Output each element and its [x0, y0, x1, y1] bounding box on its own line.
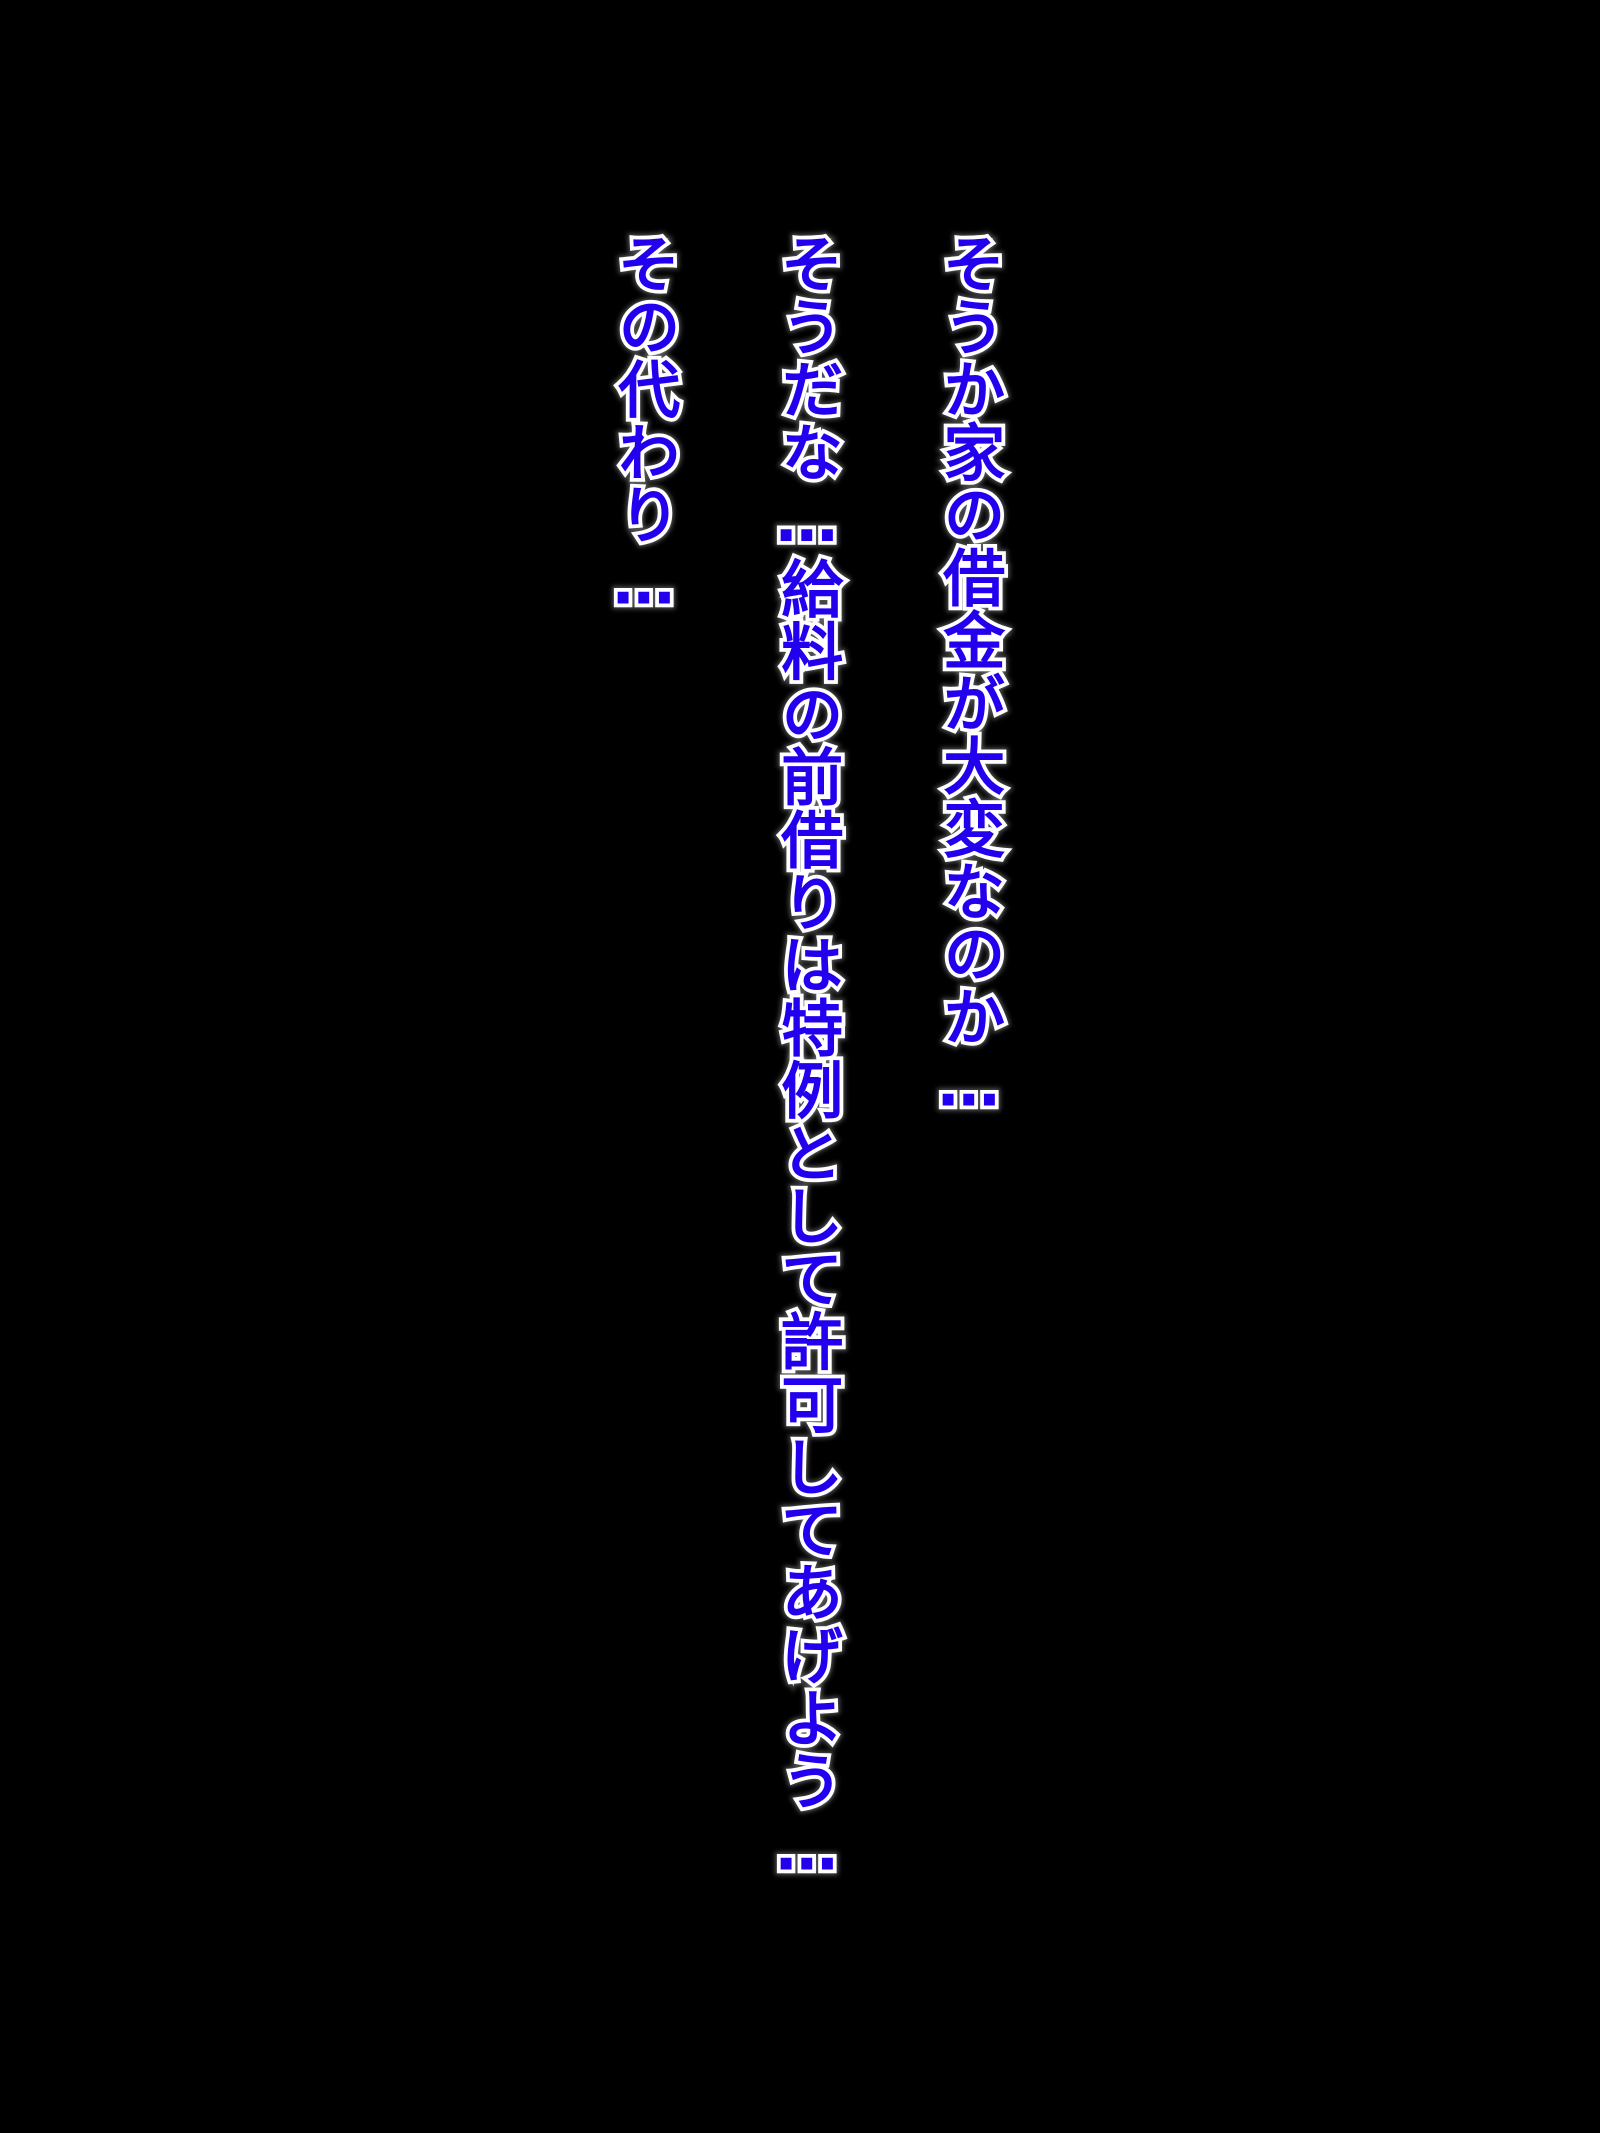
dialogue-column-2-halo: そうだな…給料の前借りは特例として許可してあげよう…: [765, 226, 849, 1890]
dialogue-column-2: そうだな…給料の前借りは特例として許可してあげよう…: [766, 228, 847, 1889]
dialogue-column-3: その代わり…: [603, 228, 684, 623]
dialogue-column-1-halo: そうか家の借金が大変なのか…: [927, 226, 1011, 1126]
dialogue-column-3-halo: その代わり…: [602, 226, 686, 624]
dialogue-column-1: そうか家の借金が大変なのか…: [928, 228, 1009, 1125]
